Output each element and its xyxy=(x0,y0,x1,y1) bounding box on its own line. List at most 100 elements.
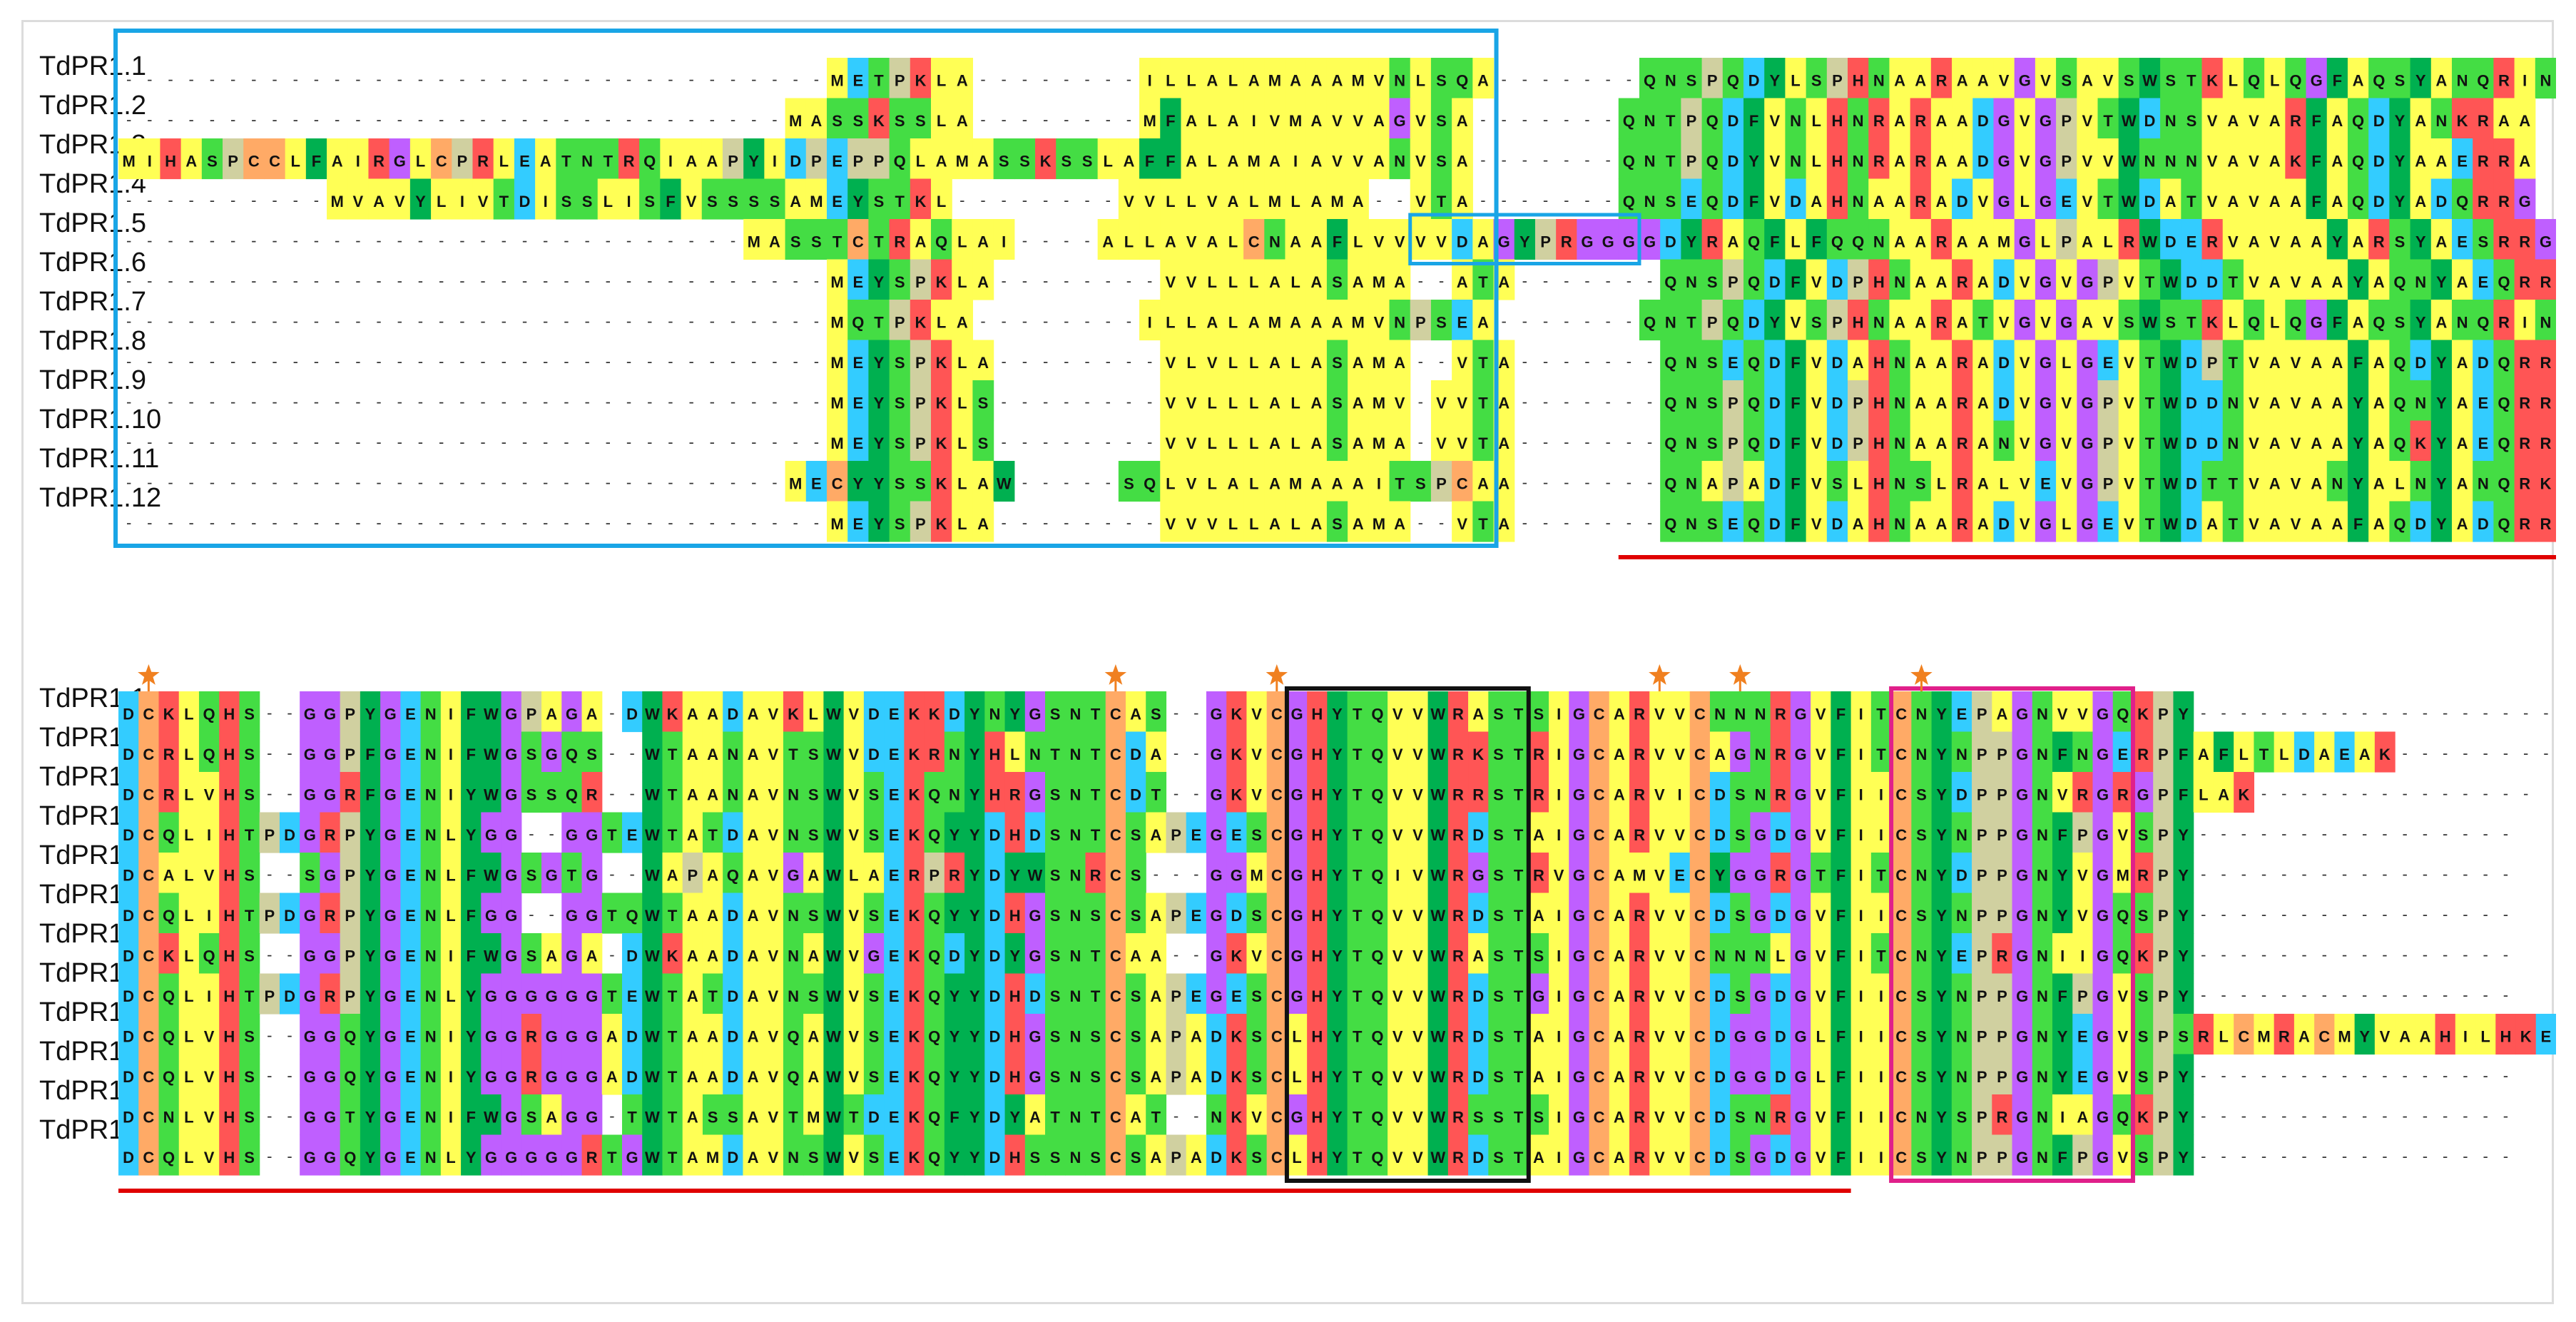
residue-cell xyxy=(1868,98,1890,139)
residue-letter: R xyxy=(2478,193,2489,210)
gap-dash: - xyxy=(418,272,423,290)
residue-letter: H xyxy=(989,746,1000,763)
residue-letter: G xyxy=(1210,706,1222,723)
residue-letter: L xyxy=(1290,193,1300,210)
residue-letter: Y xyxy=(969,826,980,844)
residue-letter: G xyxy=(385,1109,397,1127)
residue-letter: V xyxy=(1674,1068,1685,1086)
sequence-label: TdPR1.2 xyxy=(39,91,146,121)
residue-letter: W xyxy=(484,1109,499,1127)
residue-letter: F xyxy=(2057,746,2067,763)
residue-letter: R xyxy=(1996,1109,2007,1127)
residue-letter: Y xyxy=(874,434,885,452)
gap-dash: - xyxy=(355,70,360,88)
residue-letter: E xyxy=(2478,395,2488,412)
residue-letter: C xyxy=(1271,1109,1283,1127)
residue-letter: N xyxy=(425,706,437,723)
residue-letter: K xyxy=(667,706,678,723)
residue-letter: I xyxy=(1879,1149,1883,1166)
residue-letter: V xyxy=(1144,193,1155,210)
residue-letter: V xyxy=(2020,475,2030,493)
residue-letter: Q xyxy=(928,826,940,844)
residue-letter: V xyxy=(1251,746,1262,763)
residue-letter: M xyxy=(1268,314,1281,332)
residue-letter: A xyxy=(1533,826,1544,844)
residue-letter: A xyxy=(1206,72,1218,90)
residue-cell xyxy=(1305,138,1328,180)
residue-letter: D xyxy=(1457,233,1468,251)
residue-letter: N xyxy=(581,153,593,171)
residue-letter: A xyxy=(2082,314,2093,332)
residue-letter: K xyxy=(1231,706,1242,723)
residue-letter: N xyxy=(2165,153,2177,171)
residue-letter: G xyxy=(566,1068,578,1086)
gap-dash: - xyxy=(2483,744,2488,762)
residue-letter: A xyxy=(1269,395,1281,412)
residue-letter: C xyxy=(1110,907,1121,925)
residue-cell xyxy=(2056,58,2077,99)
gap-dash: - xyxy=(609,945,614,963)
residue-letter: S xyxy=(748,193,759,210)
residue-letter: P xyxy=(1977,947,1987,965)
residue-letter: H xyxy=(1311,1068,1323,1086)
residue-letter: P xyxy=(915,515,926,533)
gap-dash: - xyxy=(2403,1067,2408,1084)
residue-letter: Y xyxy=(1332,706,1343,723)
gap-dash: - xyxy=(210,272,215,290)
residue-cell xyxy=(493,138,515,180)
gap-dash: - xyxy=(2503,945,2508,963)
gap-dash: - xyxy=(1022,433,1027,451)
residue-letter: D xyxy=(1831,434,1843,452)
residue-letter: N xyxy=(727,786,738,804)
residue-letter: T xyxy=(1478,395,1488,412)
residue-letter: A xyxy=(2318,746,2330,763)
gap-dash: - xyxy=(2483,986,2488,1004)
residue-letter: L xyxy=(849,867,858,885)
residue-letter: G xyxy=(1573,907,1585,925)
residue-letter: S xyxy=(207,153,218,171)
gap-dash: - xyxy=(1522,433,1527,451)
gap-dash: - xyxy=(710,272,715,290)
gap-dash: - xyxy=(1022,312,1027,330)
residue-letter: S xyxy=(1735,786,1746,804)
gap-dash: - xyxy=(293,272,298,290)
residue-letter: H xyxy=(223,1068,235,1086)
residue-letter: D xyxy=(2186,354,2197,372)
gap-dash: - xyxy=(1174,865,1178,883)
residue-letter: N xyxy=(2227,395,2239,412)
residue-letter: A xyxy=(1498,354,1510,372)
residue-letter: M xyxy=(789,475,802,493)
residue-letter: V xyxy=(1436,233,1447,251)
residue-letter: Q xyxy=(1371,987,1383,1005)
residue-letter: W xyxy=(826,746,841,763)
gap-dash: - xyxy=(584,514,589,532)
residue-letter: A xyxy=(1472,706,1484,723)
residue-letter: S xyxy=(1332,515,1343,533)
residue-cell xyxy=(1305,98,1328,139)
gap-dash: - xyxy=(606,433,611,451)
residue-letter: A xyxy=(1228,153,1239,171)
residue-letter: G xyxy=(2097,1109,2109,1127)
residue-letter: P xyxy=(457,153,468,171)
residue-cell xyxy=(1806,98,1828,139)
residue-letter: K xyxy=(909,1028,920,1046)
residue-cell xyxy=(618,178,640,220)
residue-letter: V xyxy=(1393,786,1403,804)
gap-dash: - xyxy=(1522,191,1527,209)
gap-dash: - xyxy=(272,514,277,532)
residue-letter: M xyxy=(2257,1028,2270,1046)
residue-letter: A xyxy=(1353,354,1364,372)
residue-cell xyxy=(472,178,494,220)
residue-letter: R xyxy=(2206,233,2218,251)
residue-cell xyxy=(2410,58,2432,99)
residue-letter: G xyxy=(1573,826,1585,844)
residue-letter: T xyxy=(668,1149,678,1166)
residue-letter: Y xyxy=(969,706,980,723)
residue-letter: W xyxy=(826,867,841,885)
residue-letter: Y xyxy=(365,1149,376,1166)
gap-dash: - xyxy=(251,111,256,128)
residue-letter: V xyxy=(1811,273,1822,291)
residue-cell xyxy=(2347,98,2369,139)
gap-dash: - xyxy=(439,111,444,128)
residue-letter: D xyxy=(989,1109,1000,1127)
